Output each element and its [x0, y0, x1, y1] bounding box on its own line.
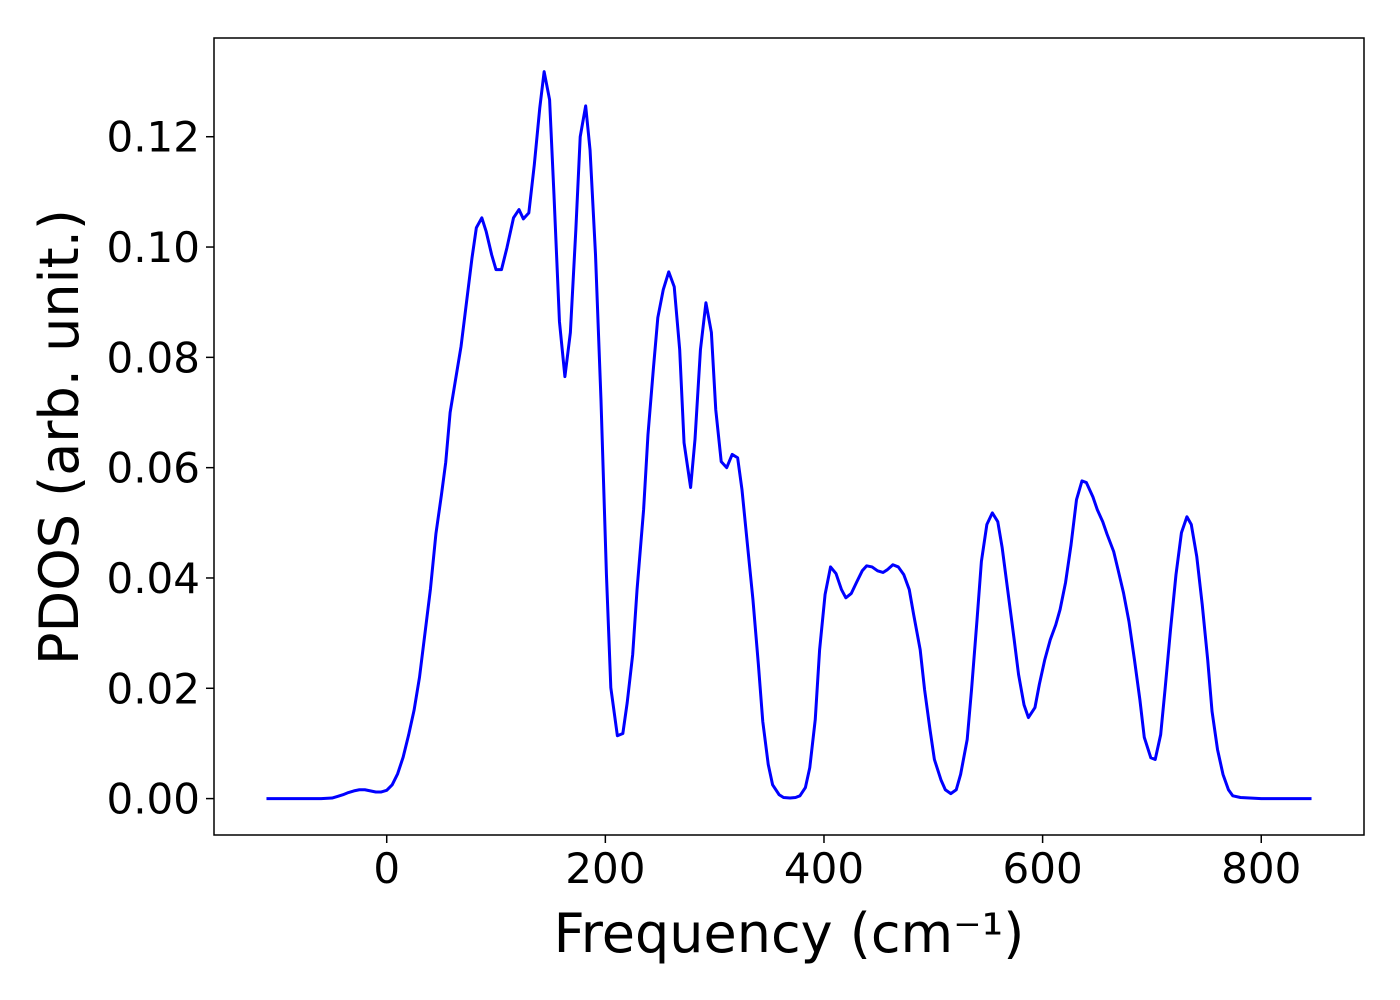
y-axis-label: PDOS (arb. unit.) [28, 209, 91, 665]
pdos-line [266, 70, 1312, 801]
x-tick-label: 600 [1003, 844, 1083, 893]
x-tick-label: 400 [784, 844, 864, 893]
y-tick-label: 0.12 [106, 113, 200, 162]
x-tick-label: 800 [1221, 844, 1301, 893]
x-tick-label: 200 [565, 844, 645, 893]
x-axis-label: Frequency (cm⁻¹) [554, 902, 1025, 965]
y-tick-label: 0.02 [106, 664, 200, 713]
y-tick-label: 0.08 [106, 333, 200, 382]
y-tick-label: 0.06 [106, 444, 200, 493]
y-tick-label: 0.00 [106, 775, 200, 824]
x-tick-label: 0 [373, 844, 400, 893]
y-tick-label: 0.04 [106, 554, 200, 603]
y-tick-label: 0.10 [106, 223, 200, 272]
plot-frame [213, 37, 1365, 836]
